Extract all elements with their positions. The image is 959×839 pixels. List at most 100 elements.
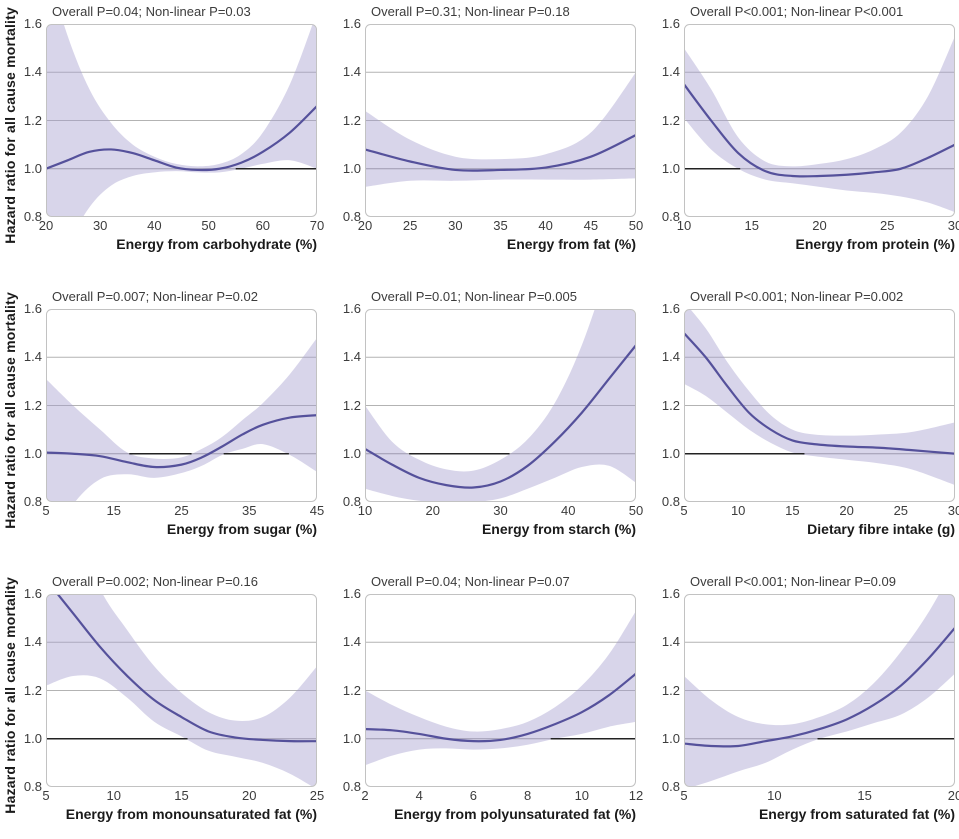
x-axis-ticks: 20 25 30 35 40 45 50 <box>358 217 643 234</box>
panel-carbohydrate: Overall P=0.04; Non-linear P=0.03 1.6 1.4 1… <box>20 0 324 256</box>
y-tick: 1.4 <box>342 634 361 650</box>
y-tick: 1.0 <box>661 730 680 746</box>
confidence-band <box>366 610 635 766</box>
y-tick: 1.0 <box>342 730 361 746</box>
x-tick: 20 <box>357 218 373 233</box>
x-axis-label: Energy from saturated fat (%) <box>758 806 955 822</box>
x-tick: 25 <box>880 218 895 233</box>
x-axis-label: Energy from fat (%) <box>506 236 636 252</box>
y-tick: 0.8 <box>661 494 680 509</box>
x-tick: 30 <box>92 218 108 233</box>
y-axis-label: Hazard ratio for all cause mortality <box>0 285 20 535</box>
confidence-band <box>685 36 954 213</box>
plot-sugar <box>46 309 317 502</box>
y-axis-ticks: 1.6 1.4 1.2 1.0 0.8 <box>20 16 46 224</box>
y-axis-ticks: 1.6 1.4 1.2 1.0 0.8 <box>20 586 46 794</box>
y-axis-label-text: Hazard ratio for all cause mortality <box>2 291 18 529</box>
hazard-ratio-curve <box>47 104 316 172</box>
x-tick: 20 <box>242 788 257 803</box>
x-tick: 8 <box>523 788 532 803</box>
panel-saturated-fat: Overall P<0.001; Non-linear P=0.09 1.6 1.4… <box>658 570 959 826</box>
panel-title: Overall P=0.04; Non-linear P=0.07 <box>371 574 570 589</box>
hazard-ratio-curve <box>366 344 635 489</box>
x-tick: 50 <box>628 218 644 233</box>
x-tick: 50 <box>628 503 644 518</box>
hazard-ratio-curve <box>47 414 316 469</box>
panel-monounsaturated-fat: Overall P=0.002; Non-linear P=0.16 1.6 1.4… <box>20 570 324 826</box>
panel-fat: Overall P=0.31; Non-linear P=0.18 1.6 1.4 1… <box>339 0 643 256</box>
y-tick: 1.4 <box>23 349 42 365</box>
x-tick: 70 <box>309 218 325 233</box>
confidence-band <box>366 72 635 187</box>
y-axis-ticks: 1.6 1.4 1.2 1.0 0.8 <box>339 586 365 794</box>
y-tick: 1.6 <box>342 586 361 601</box>
y-axis-label-text: Hazard ratio for all cause mortality <box>2 576 18 814</box>
x-axis-ticks: 2 4 6 8 10 12 <box>361 787 643 804</box>
y-tick: 1.6 <box>23 301 42 316</box>
y-tick: 1.6 <box>661 16 680 31</box>
x-axis-label: Energy from polyunsaturated fat (%) <box>394 806 636 822</box>
y-tick: 1.0 <box>342 160 361 176</box>
x-axis-ticks: 5 10 15 20 25 <box>42 787 324 804</box>
y-tick: 1.4 <box>342 349 361 365</box>
x-axis-label: Energy from monounsaturated fat (%) <box>65 806 317 822</box>
y-tick: 0.8 <box>23 209 42 224</box>
x-tick: 30 <box>947 218 959 233</box>
plot-starch <box>365 309 636 502</box>
x-tick: 35 <box>493 218 508 233</box>
x-tick: 45 <box>309 503 325 518</box>
x-tick: 10 <box>730 503 746 518</box>
panel-title: Overall P=0.04; Non-linear P=0.03 <box>52 4 251 19</box>
y-tick: 1.4 <box>23 64 42 80</box>
x-tick: 60 <box>255 218 271 233</box>
x-tick: 15 <box>744 218 759 233</box>
plot-border <box>46 594 317 787</box>
x-tick: 20 <box>947 788 959 803</box>
x-axis-ticks: 5 10 15 20 <box>680 787 959 804</box>
x-tick: 25 <box>402 218 418 233</box>
panel-title: Overall P<0.001; Non-linear P=0.002 <box>690 289 904 304</box>
x-axis-ticks: 5 10 15 20 25 30 <box>680 502 959 519</box>
y-tick: 1.0 <box>23 160 42 176</box>
plot-fat <box>365 24 636 217</box>
plot-border <box>365 309 636 502</box>
panel-title: Overall P=0.31; Non-linear P=0.18 <box>371 4 570 19</box>
y-tick: 1.2 <box>342 112 361 128</box>
x-axis-ticks: 10 15 20 25 30 <box>677 217 959 234</box>
x-tick: 5 <box>42 788 50 803</box>
y-axis-label: Hazard ratio for all cause mortality <box>0 0 20 250</box>
y-axis-ticks: 1.6 1.4 1.2 1.0 0.8 <box>20 301 46 509</box>
x-tick: 5 <box>42 503 50 518</box>
x-axis-ticks: 20 30 40 50 60 70 <box>39 217 324 234</box>
y-tick: 1.2 <box>23 682 42 698</box>
figure-row-1: Hazard ratio for all cause mortality Over… <box>0 0 959 285</box>
y-tick: 1.0 <box>661 160 680 176</box>
panel-sugar: Overall P=0.007; Non-linear P=0.02 1.6 1.4… <box>20 285 324 541</box>
y-tick: 1.4 <box>661 349 680 365</box>
y-tick: 1.4 <box>661 64 680 80</box>
confidence-band <box>366 310 635 501</box>
x-tick: 15 <box>106 503 121 518</box>
figure-row-2: Hazard ratio for all cause mortality Over… <box>0 285 959 570</box>
x-tick: 20 <box>38 218 54 233</box>
x-tick: 30 <box>448 218 463 233</box>
panel-polyunsaturated-fat: Overall P=0.04; Non-linear P=0.07 1.6 1.4 1… <box>339 570 643 826</box>
x-axis-label: Dietary fibre intake (g) <box>807 521 955 537</box>
hazard-ratio-curve <box>47 595 316 743</box>
y-tick: 1.2 <box>342 397 361 413</box>
x-tick: 5 <box>680 503 688 518</box>
x-tick: 35 <box>242 503 257 518</box>
y-axis-ticks: 1.6 1.4 1.2 1.0 0.8 <box>339 301 365 509</box>
y-tick: 1.2 <box>661 112 680 128</box>
hazard-ratio-curve <box>685 332 954 455</box>
y-tick: 1.4 <box>23 634 42 650</box>
y-tick: 0.8 <box>23 494 42 509</box>
confidence-band <box>47 595 316 786</box>
plot-protein <box>684 24 955 217</box>
x-tick: 2 <box>361 788 369 803</box>
panel-starch: Overall P=0.01; Non-linear P=0.005 1.6 1.4… <box>339 285 643 541</box>
y-tick: 0.8 <box>342 779 361 794</box>
x-tick: 10 <box>676 218 692 233</box>
y-tick: 0.8 <box>661 209 680 224</box>
